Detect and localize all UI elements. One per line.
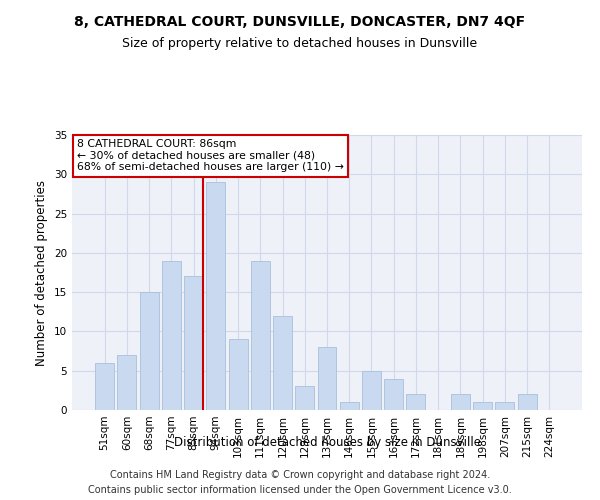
Bar <box>206 182 225 410</box>
Text: Distribution of detached houses by size in Dunsville: Distribution of detached houses by size … <box>173 436 481 449</box>
Bar <box>229 340 248 410</box>
Text: Contains public sector information licensed under the Open Government Licence v3: Contains public sector information licen… <box>88 485 512 495</box>
Bar <box>362 370 381 410</box>
Bar <box>384 378 403 410</box>
Bar <box>295 386 314 410</box>
Bar <box>518 394 536 410</box>
Bar <box>184 276 203 410</box>
Bar <box>496 402 514 410</box>
Text: Size of property relative to detached houses in Dunsville: Size of property relative to detached ho… <box>122 38 478 51</box>
Bar <box>140 292 158 410</box>
Text: Contains HM Land Registry data © Crown copyright and database right 2024.: Contains HM Land Registry data © Crown c… <box>110 470 490 480</box>
Bar <box>273 316 292 410</box>
Y-axis label: Number of detached properties: Number of detached properties <box>35 180 49 366</box>
Bar <box>251 260 270 410</box>
Bar <box>406 394 425 410</box>
Bar <box>317 347 337 410</box>
Bar <box>162 260 181 410</box>
Bar <box>451 394 470 410</box>
Bar <box>95 363 114 410</box>
Bar <box>118 355 136 410</box>
Text: 8 CATHEDRAL COURT: 86sqm
← 30% of detached houses are smaller (48)
68% of semi-d: 8 CATHEDRAL COURT: 86sqm ← 30% of detach… <box>77 139 344 172</box>
Text: 8, CATHEDRAL COURT, DUNSVILLE, DONCASTER, DN7 4QF: 8, CATHEDRAL COURT, DUNSVILLE, DONCASTER… <box>74 15 526 29</box>
Bar <box>473 402 492 410</box>
Bar <box>340 402 359 410</box>
